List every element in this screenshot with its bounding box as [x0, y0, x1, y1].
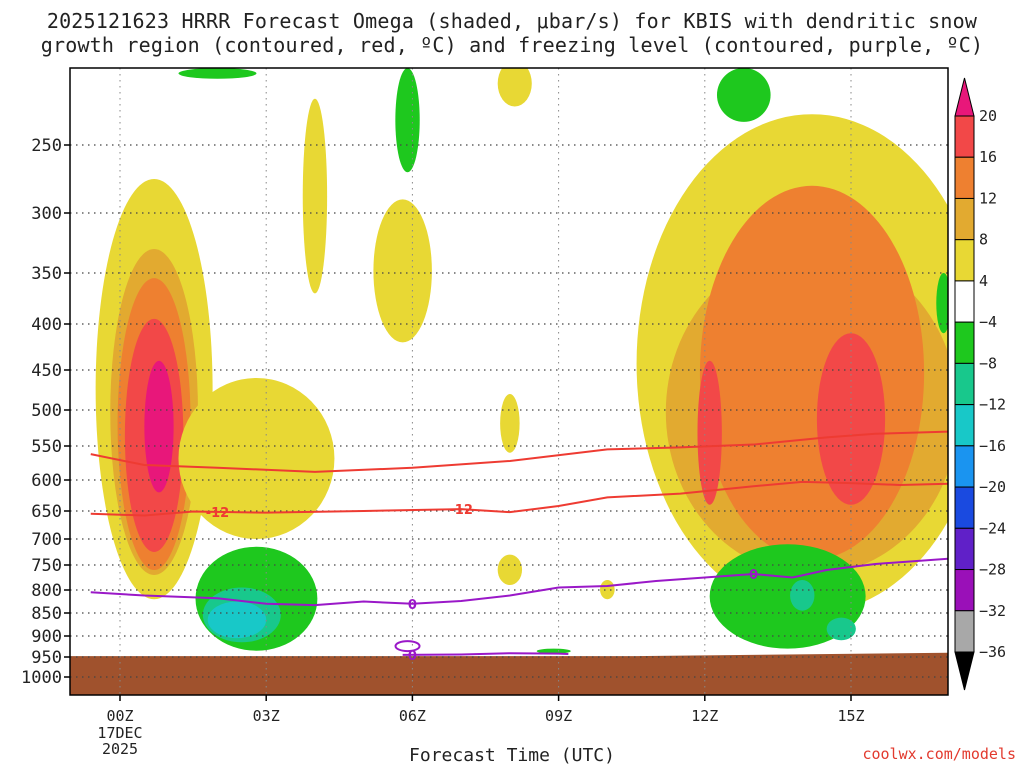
omega-region-7 — [373, 199, 432, 343]
colorbar-label-3: 8 — [979, 231, 988, 249]
ytick-label-300: 300 — [31, 204, 62, 224]
contour-line-0 — [90, 430, 948, 473]
colorbar-label-0: 20 — [979, 107, 997, 125]
omega-region-22 — [826, 617, 856, 641]
ytick-label-350: 350 — [31, 264, 62, 284]
plot-area: -12 -12 0 0 0 — [70, 68, 948, 695]
colorbar-swatch-11 — [954, 569, 975, 612]
contour-label-2-1: 0 — [749, 568, 758, 583]
plot-frame — [69, 67, 949, 696]
x-axis-title: Forecast Time (UTC) — [409, 745, 615, 766]
colorbar-swatch-3 — [954, 239, 975, 282]
omega-region-11 — [600, 580, 615, 600]
colorbar-swatch-1 — [954, 156, 975, 199]
colorbar-label-2: 12 — [979, 189, 997, 207]
omega-region-8 — [500, 394, 520, 453]
colorbar-swatch-6 — [954, 362, 975, 406]
omega-region-25 — [178, 68, 257, 79]
xtick-label-15Z: 15Z — [837, 707, 864, 725]
ytick-label-700: 700 — [31, 530, 62, 550]
ytick-label-1000: 1000 — [21, 668, 62, 688]
xtick-label-03Z: 03Z — [253, 707, 280, 725]
omega-region-10 — [497, 68, 532, 107]
omega-region-21 — [790, 580, 815, 611]
contour-label-1-1: -12 — [449, 503, 473, 518]
omega-region-24 — [716, 68, 771, 122]
ytick-label-550: 550 — [31, 437, 62, 457]
xtick-label-09Z: 09Z — [545, 707, 572, 725]
colorbar-swatch-8 — [954, 445, 975, 488]
ytick-label-400: 400 — [31, 315, 62, 335]
contour-label-2-0: 0 — [408, 598, 417, 613]
contour-line-2 — [90, 557, 948, 607]
ytick-label-900: 900 — [31, 627, 62, 647]
omega-region-27 — [936, 273, 948, 334]
ytick-label-250: 250 — [31, 136, 62, 156]
colorbar-swatch-5 — [954, 321, 975, 364]
omega-region-6 — [302, 98, 328, 294]
omega-region-5 — [178, 378, 335, 539]
colorbar-swatch-0 — [954, 115, 975, 158]
chart-title-line-1: 2025121623 HRRR Forecast Omega (shaded, … — [46, 9, 978, 33]
colorbar-label-13: −36 — [979, 643, 1006, 661]
xtick-label-12Z: 12Z — [691, 707, 718, 725]
colorbar-label-8: −16 — [979, 437, 1006, 455]
ytick-label-600: 600 — [31, 471, 62, 491]
contour-line-3 — [402, 652, 569, 656]
omega-region-14 — [699, 185, 925, 560]
ytick-label-650: 650 — [31, 502, 62, 522]
colorbar-label-5: −4 — [979, 313, 997, 331]
colorbar-swatch-2 — [954, 197, 975, 241]
colorbar-label-11: −28 — [979, 561, 1006, 579]
omega-region-15 — [697, 360, 722, 505]
colorbar-label-7: −12 — [979, 396, 1006, 414]
contour-label-3-0: 0 — [408, 649, 417, 664]
colorbar-swatch-4 — [954, 280, 975, 323]
omega-region-9 — [497, 554, 523, 585]
colorbar-top-arrow — [954, 77, 975, 117]
colorbar-label-4: 4 — [979, 272, 988, 290]
omega-region-4 — [144, 360, 174, 493]
colorbar-swatch-7 — [954, 404, 975, 447]
xtick-sublabel-1: 2025 — [102, 740, 138, 758]
credit-link[interactable]: coolwx.com/models — [862, 745, 1016, 763]
colorbar-swatch-10 — [954, 527, 975, 571]
xtick-sublabel-0: 17DEC — [97, 724, 142, 742]
contour-label-1-0: -12 — [206, 506, 230, 521]
colorbar-label-1: 16 — [979, 148, 997, 166]
omega-region-26 — [536, 648, 571, 654]
ytick-label-500: 500 — [31, 401, 62, 421]
omega-region-19 — [207, 601, 267, 639]
colorbar-swatch-12 — [954, 610, 975, 653]
ytick-label-800: 800 — [31, 581, 62, 601]
ytick-label-850: 850 — [31, 604, 62, 624]
xtick-label-00Z: 00Z — [106, 707, 133, 725]
omega-region-16 — [816, 333, 886, 505]
ytick-label-450: 450 — [31, 361, 62, 381]
colorbar-label-6: −8 — [979, 354, 997, 372]
ytick-label-950: 950 — [31, 648, 62, 668]
freezing-level-closed-contour — [394, 640, 421, 653]
xtick-label-06Z: 06Z — [399, 707, 426, 725]
colorbar-swatch-9 — [954, 486, 975, 529]
colorbar-label-12: −32 — [979, 602, 1006, 620]
chart-title-line-2: growth region (contoured, red, ºC) and f… — [40, 33, 984, 57]
ytick-label-750: 750 — [31, 556, 62, 576]
terrain-below-ground — [70, 652, 948, 695]
omega-region-23 — [395, 68, 420, 173]
contour-line-1 — [90, 480, 948, 517]
colorbar-bottom-arrow — [954, 651, 975, 691]
colorbar-label-9: −20 — [979, 478, 1006, 496]
colorbar-label-10: −24 — [979, 519, 1006, 537]
